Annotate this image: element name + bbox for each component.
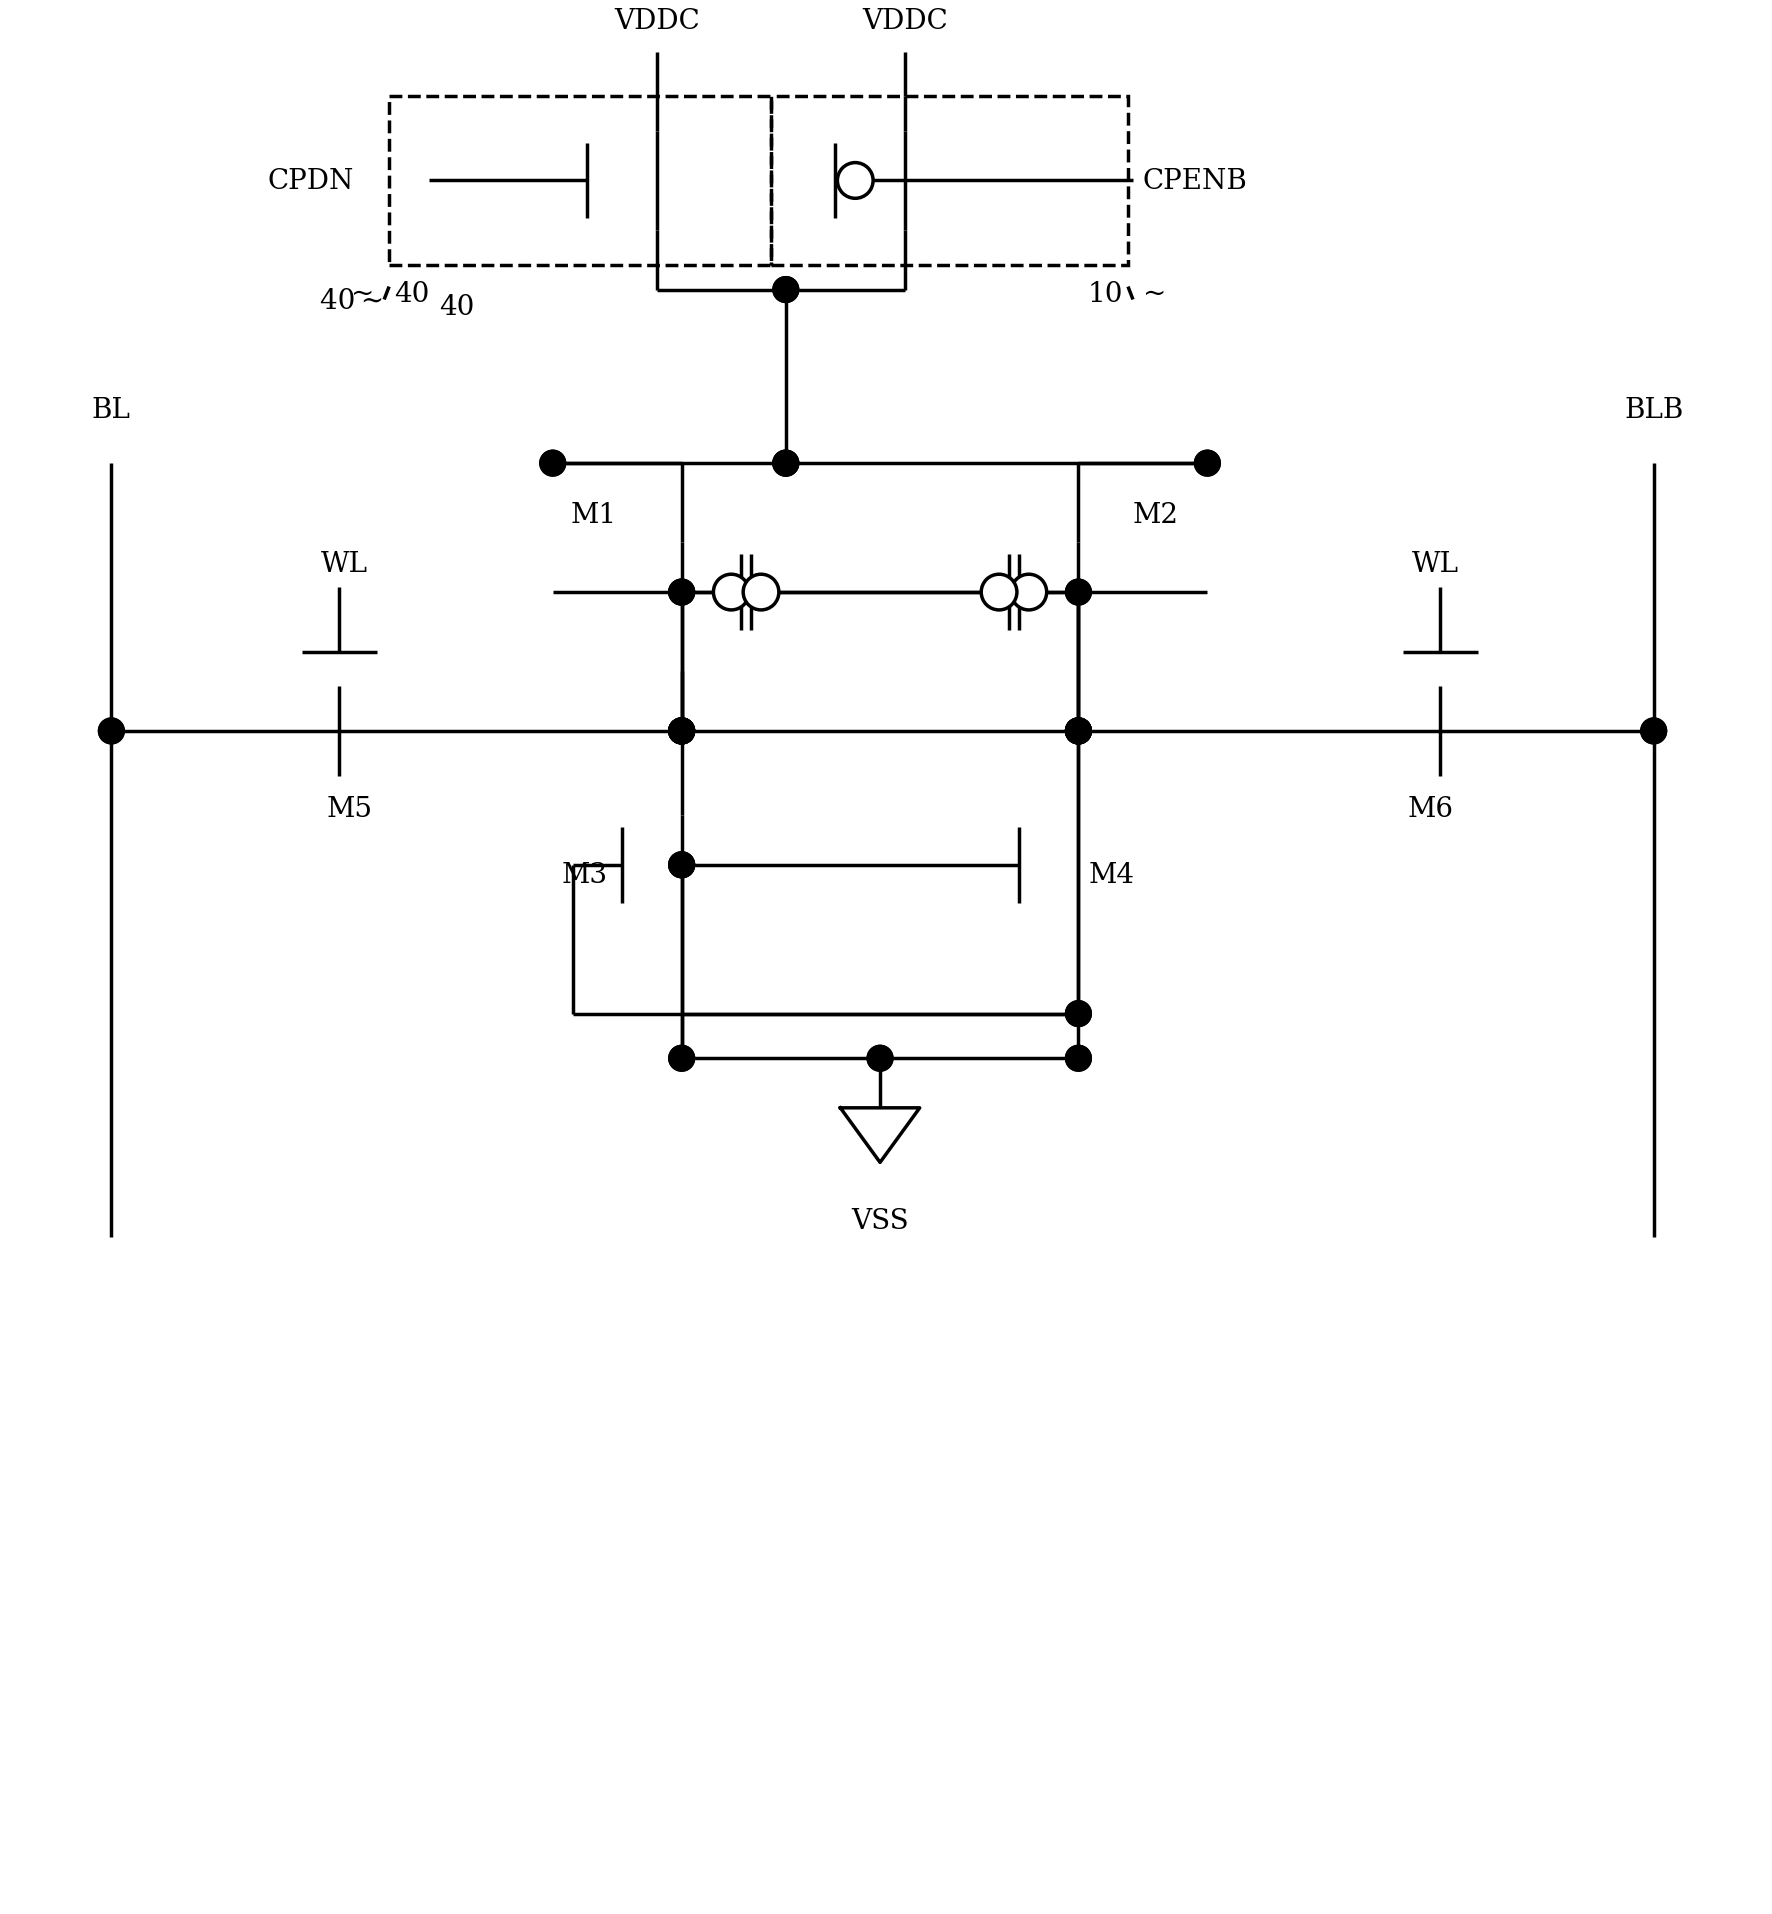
Text: WL: WL bbox=[321, 551, 369, 578]
Circle shape bbox=[1012, 574, 1047, 611]
Text: 40: 40 bbox=[439, 293, 475, 320]
Circle shape bbox=[773, 278, 799, 302]
Circle shape bbox=[982, 574, 1017, 611]
Circle shape bbox=[773, 452, 799, 477]
Text: 10: 10 bbox=[1088, 281, 1123, 308]
Circle shape bbox=[1065, 1001, 1092, 1028]
Circle shape bbox=[668, 718, 695, 745]
Circle shape bbox=[1065, 580, 1092, 605]
Circle shape bbox=[668, 718, 695, 745]
Circle shape bbox=[1194, 452, 1221, 477]
Circle shape bbox=[773, 452, 799, 477]
Text: BLB: BLB bbox=[1623, 398, 1683, 425]
Circle shape bbox=[1065, 718, 1092, 745]
Circle shape bbox=[668, 580, 695, 605]
Text: ~: ~ bbox=[1143, 281, 1166, 308]
Circle shape bbox=[838, 163, 874, 199]
Text: M1: M1 bbox=[571, 501, 617, 528]
Circle shape bbox=[668, 852, 695, 879]
Bar bbox=[771, 98, 1129, 266]
Text: 40: 40 bbox=[393, 281, 429, 308]
Circle shape bbox=[668, 718, 695, 745]
Circle shape bbox=[1065, 718, 1092, 745]
Circle shape bbox=[668, 718, 695, 745]
Circle shape bbox=[1065, 718, 1092, 745]
Circle shape bbox=[1065, 1045, 1092, 1072]
Circle shape bbox=[773, 452, 799, 477]
Text: M4: M4 bbox=[1088, 861, 1134, 888]
Circle shape bbox=[668, 718, 695, 745]
Text: VDDC: VDDC bbox=[615, 8, 700, 34]
Circle shape bbox=[1641, 718, 1667, 745]
Text: M5: M5 bbox=[326, 796, 372, 823]
Text: WL: WL bbox=[1412, 551, 1458, 578]
Text: VSS: VSS bbox=[851, 1208, 909, 1235]
Text: CPENB: CPENB bbox=[1143, 168, 1247, 195]
Circle shape bbox=[99, 718, 124, 745]
Circle shape bbox=[1065, 718, 1092, 745]
Circle shape bbox=[867, 1045, 893, 1072]
Text: M6: M6 bbox=[1407, 796, 1453, 823]
Circle shape bbox=[714, 574, 750, 611]
Text: M3: M3 bbox=[562, 861, 608, 888]
Circle shape bbox=[668, 1045, 695, 1072]
Text: M2: M2 bbox=[1132, 501, 1178, 528]
Text: VDDC: VDDC bbox=[861, 8, 948, 34]
Circle shape bbox=[773, 278, 799, 302]
Circle shape bbox=[1065, 580, 1092, 605]
Circle shape bbox=[867, 1045, 893, 1072]
Circle shape bbox=[668, 1045, 695, 1072]
Circle shape bbox=[99, 718, 124, 745]
Text: ~: ~ bbox=[351, 281, 374, 308]
Text: CPDN: CPDN bbox=[268, 168, 354, 195]
Text: BL: BL bbox=[92, 398, 131, 425]
Circle shape bbox=[1065, 1001, 1092, 1028]
Bar bbox=[390, 98, 771, 266]
Circle shape bbox=[1065, 1045, 1092, 1072]
Circle shape bbox=[668, 852, 695, 879]
Circle shape bbox=[668, 852, 695, 879]
Text: 40 ∼: 40 ∼ bbox=[321, 287, 385, 314]
Circle shape bbox=[540, 452, 565, 477]
Circle shape bbox=[1065, 718, 1092, 745]
Circle shape bbox=[668, 580, 695, 605]
Circle shape bbox=[668, 580, 695, 605]
Circle shape bbox=[1641, 718, 1667, 745]
Circle shape bbox=[1065, 718, 1092, 745]
Circle shape bbox=[668, 718, 695, 745]
Circle shape bbox=[1194, 452, 1221, 477]
Circle shape bbox=[742, 574, 780, 611]
Circle shape bbox=[668, 718, 695, 745]
Circle shape bbox=[540, 452, 565, 477]
